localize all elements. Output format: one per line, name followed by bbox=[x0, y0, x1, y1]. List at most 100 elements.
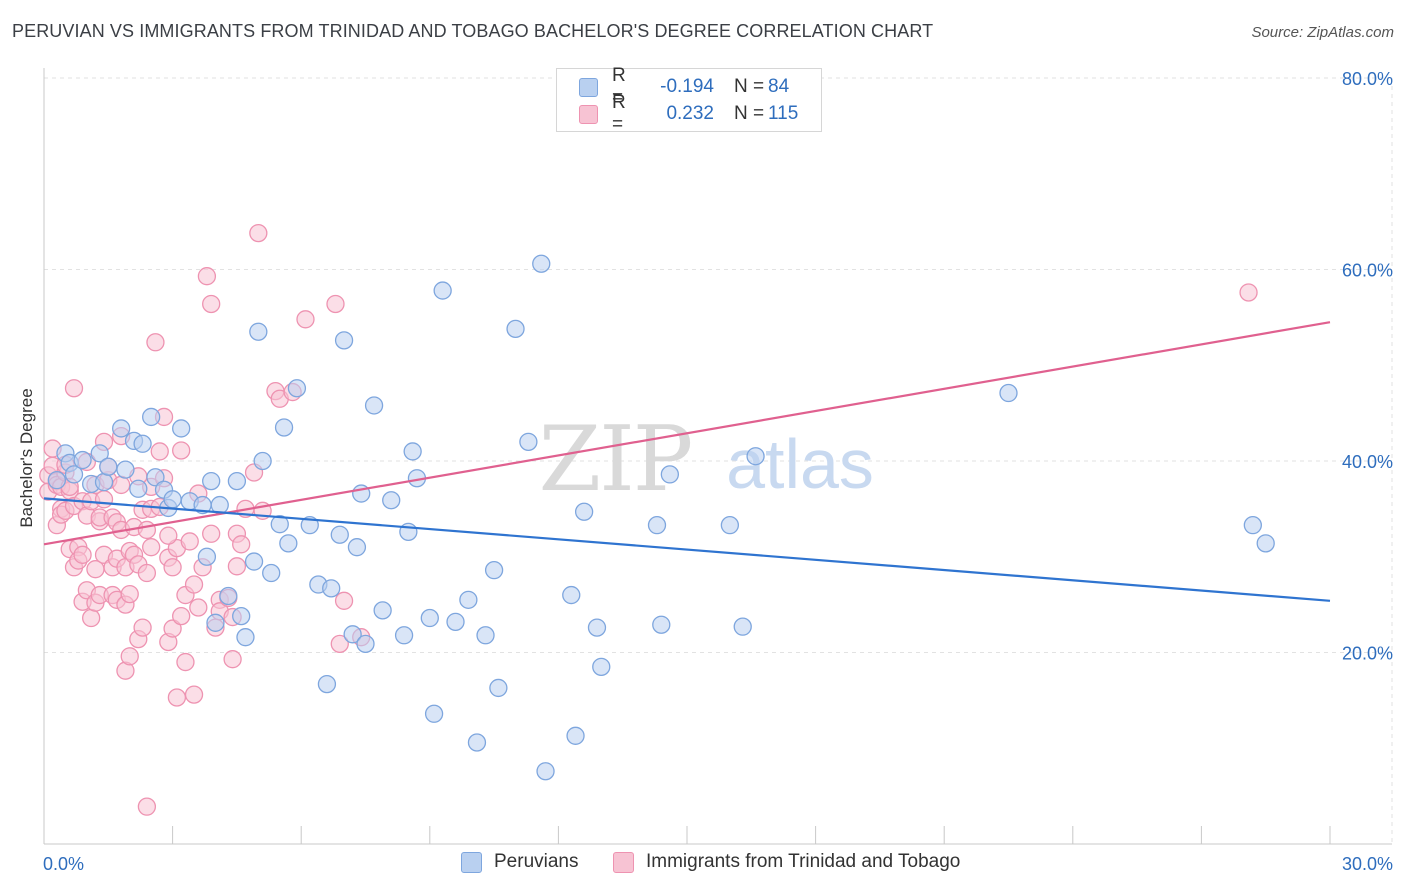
legend-swatch-peruvians bbox=[579, 77, 598, 97]
legend-n-value: 84 bbox=[768, 76, 790, 97]
peruvians-point bbox=[1243, 516, 1262, 535]
peruvians-point bbox=[647, 516, 667, 535]
peruvians-point bbox=[206, 613, 225, 632]
series-legend: Peruvians Immigrants from Trinidad and T… bbox=[0, 851, 1406, 877]
peruvians-point bbox=[592, 657, 611, 677]
chart-title: PERUVIAN VS IMMIGRANTS FROM TRINIDAD AND… bbox=[12, 21, 934, 41]
legend-n-label: N = bbox=[734, 76, 765, 97]
y-tick-label: 80.0% bbox=[1342, 69, 1393, 89]
peruvians-point bbox=[99, 457, 118, 476]
trinidad-point bbox=[197, 267, 217, 286]
peruvians-point bbox=[142, 407, 161, 427]
peruvians-point bbox=[476, 626, 495, 645]
legend-item-peruvians[interactable]: Peruvians bbox=[461, 851, 579, 873]
peruvians-point bbox=[424, 704, 444, 723]
source-label: Source: ZipAtlas.com bbox=[1251, 24, 1394, 41]
trinidad-point bbox=[296, 310, 315, 329]
trinidad-point bbox=[202, 524, 221, 543]
legend-swatch-peruvians bbox=[461, 851, 482, 873]
peruvians-point bbox=[262, 563, 281, 583]
peruvians-point bbox=[244, 552, 264, 571]
trinidad-point bbox=[172, 441, 191, 460]
peruvians-point bbox=[733, 617, 752, 636]
peruvians-point bbox=[317, 674, 337, 694]
watermark-zip: ZIP bbox=[539, 407, 692, 512]
trinidad-point bbox=[249, 223, 268, 243]
peruvians-point bbox=[236, 628, 255, 647]
peruvians-point bbox=[129, 479, 148, 498]
peruvians-point bbox=[373, 601, 392, 620]
peruvians-point bbox=[587, 618, 607, 637]
trinidad-point bbox=[73, 545, 92, 564]
x-tick-label-min: 0.0% bbox=[43, 854, 84, 874]
peruvians-point bbox=[356, 634, 375, 654]
trinidad-point bbox=[334, 591, 354, 610]
y-tick-label: 20.0% bbox=[1342, 644, 1393, 664]
peruvians-point bbox=[343, 625, 362, 644]
trinidad-point bbox=[150, 442, 169, 461]
trinidad-point bbox=[167, 688, 187, 707]
peruvians-point bbox=[1256, 534, 1275, 553]
legend-label-peruvians: Peruvians bbox=[494, 851, 579, 872]
x-tick-label-max: 30.0% bbox=[1342, 854, 1393, 874]
trinidad-point bbox=[326, 294, 345, 314]
legend-label-trinidad: Immigrants from Trinidad and Tobago bbox=[646, 851, 961, 872]
peruvians-point bbox=[90, 444, 109, 463]
legend-r-value: -0.194 bbox=[660, 76, 714, 97]
trinidad-point bbox=[146, 333, 165, 352]
trinidad-point bbox=[176, 652, 195, 672]
peruvians-point bbox=[403, 442, 422, 461]
trinidad-point bbox=[120, 584, 139, 604]
legend-row-peruvians: R = -0.194 N = 84 bbox=[579, 65, 790, 108]
peruvians-point bbox=[64, 465, 84, 484]
peruvians-point bbox=[433, 281, 452, 300]
peruvians-point bbox=[459, 590, 478, 609]
peruvians-point bbox=[382, 491, 401, 510]
y-axis-label: Bachelor's Degree bbox=[17, 388, 36, 527]
peruvians-point bbox=[394, 626, 414, 645]
trinidad-point bbox=[330, 634, 349, 654]
peruvians-point bbox=[364, 396, 384, 415]
peruvians-point bbox=[197, 547, 217, 566]
trinidad-point bbox=[163, 619, 182, 638]
series-trinidad-tobago bbox=[39, 223, 1258, 816]
trinidad-point bbox=[137, 563, 157, 583]
peruvians-point bbox=[999, 383, 1018, 403]
legend-r-label: R = bbox=[612, 92, 626, 135]
peruvians-point bbox=[420, 608, 439, 628]
watermark-atlas: atlas bbox=[726, 425, 874, 503]
trinidad-point bbox=[1239, 283, 1258, 302]
peruvians-point bbox=[446, 612, 465, 632]
peruvians-point bbox=[270, 515, 289, 534]
peruvians-point bbox=[720, 516, 740, 535]
legend-r-value: 0.232 bbox=[666, 103, 714, 124]
trinidad-point bbox=[142, 538, 161, 557]
peruvians-point bbox=[484, 561, 504, 580]
trinidad-point bbox=[82, 608, 101, 628]
legend-r-label: R = bbox=[612, 65, 626, 108]
legend-swatch-trinidad bbox=[579, 104, 598, 124]
peruvians-point bbox=[202, 471, 221, 491]
y-tick-label: 40.0% bbox=[1342, 452, 1393, 472]
trinidad-point bbox=[159, 526, 178, 545]
trendline-trinidad bbox=[43, 321, 1331, 546]
trinidad-point bbox=[94, 490, 114, 509]
peruvians-point bbox=[519, 432, 538, 452]
series-peruvians bbox=[47, 254, 1275, 781]
peruvians-point bbox=[163, 490, 182, 509]
trinidad-point bbox=[120, 647, 139, 666]
peruvians-point bbox=[489, 678, 508, 698]
peruvians-point bbox=[660, 465, 680, 484]
trinidad-point bbox=[180, 532, 199, 551]
legend-item-trinidad[interactable]: Immigrants from Trinidad and Tobago bbox=[613, 851, 960, 873]
peruvians-point bbox=[746, 447, 765, 466]
legend-row-trinidad: R = 0.232 N = 115 bbox=[579, 92, 798, 135]
peruvians-point bbox=[506, 319, 525, 339]
peruvians-point bbox=[574, 502, 594, 521]
peruvians-point bbox=[279, 534, 298, 553]
trend-lines bbox=[43, 321, 1331, 602]
peruvians-point bbox=[219, 586, 238, 606]
legend-n-label: N = bbox=[734, 103, 765, 124]
trinidad-point bbox=[184, 685, 204, 704]
